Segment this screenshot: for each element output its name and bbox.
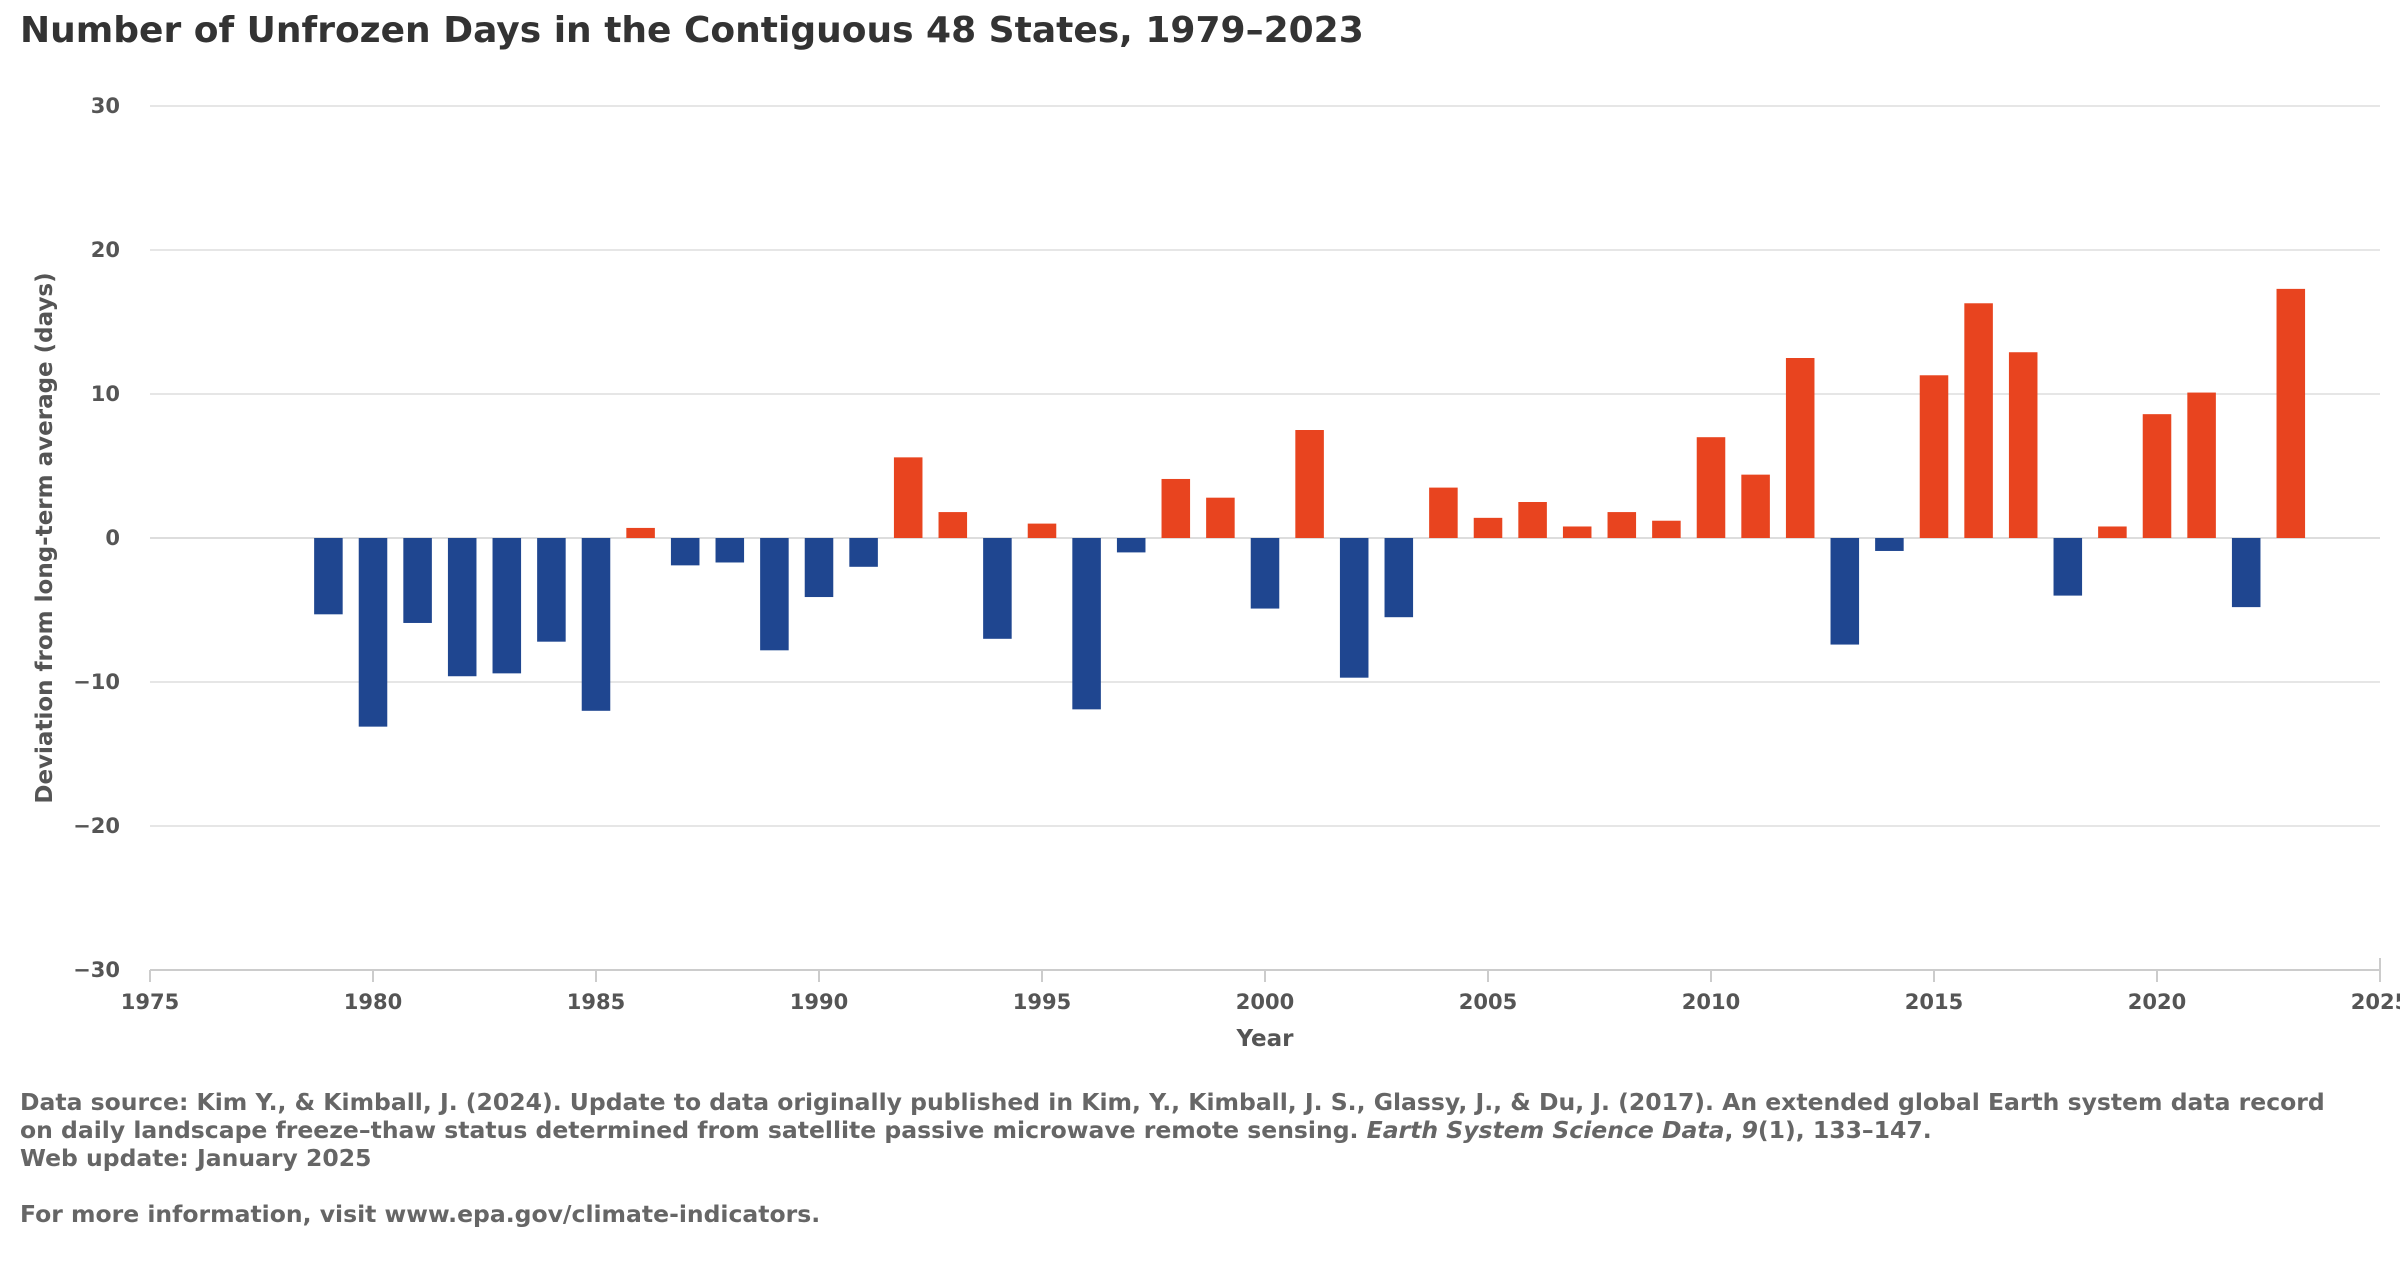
x-tick-label: 1975 xyxy=(121,990,179,1014)
bar-2006[interactable] xyxy=(1518,502,1547,538)
y-axis: 30 20 10 0 −10 −20 −30 xyxy=(73,94,120,982)
bars xyxy=(314,288,2306,727)
bar-1984[interactable] xyxy=(537,538,566,642)
bar-1992[interactable] xyxy=(893,457,923,538)
bar-1994[interactable] xyxy=(983,538,1012,639)
journal-volume: 9 xyxy=(1741,1116,1758,1144)
bar-2010[interactable] xyxy=(1696,437,1726,538)
bar-1999[interactable] xyxy=(1206,497,1235,538)
bar-2022[interactable] xyxy=(2231,538,2261,608)
bar-1983[interactable] xyxy=(492,538,522,674)
bar-2020[interactable] xyxy=(2142,414,2172,538)
bar-1980[interactable] xyxy=(358,538,388,727)
y-tick-label: 20 xyxy=(91,238,120,262)
more-info-link: For more information, visit www.epa.gov/… xyxy=(20,1200,821,1228)
chart-footer: Data source: Kim Y., & Kimball, J. (2024… xyxy=(20,1088,2350,1228)
bar-1998[interactable] xyxy=(1161,478,1191,538)
x-tick-label: 2005 xyxy=(1459,990,1517,1014)
bar-2016[interactable] xyxy=(1964,303,1993,538)
web-update: Web update: January 2025 xyxy=(20,1144,372,1172)
bar-1979[interactable] xyxy=(314,538,343,615)
bar-2004[interactable] xyxy=(1429,487,1458,538)
y-tick-label: −10 xyxy=(73,670,120,694)
bar-1995[interactable] xyxy=(1027,523,1057,538)
bar-2021[interactable] xyxy=(2187,392,2216,538)
x-tick-label: 2020 xyxy=(2128,990,2186,1014)
x-tick-label: 2010 xyxy=(1682,990,1740,1014)
y-tick-label: 10 xyxy=(91,382,120,406)
bar-1986[interactable] xyxy=(626,527,655,538)
chart-title: Number of Unfrozen Days in the Contiguou… xyxy=(20,10,1364,51)
x-tick-label: 1990 xyxy=(790,990,848,1014)
bar-2007[interactable] xyxy=(1562,526,1592,538)
bar-2001[interactable] xyxy=(1295,430,1324,538)
bar-2018[interactable] xyxy=(2053,538,2083,596)
bar-2012[interactable] xyxy=(1785,358,1815,538)
data-source: Data source: Kim Y., & Kimball, J. (2024… xyxy=(20,1088,2325,1144)
bar-1989[interactable] xyxy=(760,538,789,651)
bar-1982[interactable] xyxy=(447,538,477,677)
journal-name: Earth System Science Data xyxy=(1366,1116,1725,1144)
y-axis-title: Deviation from long-term average (days) xyxy=(32,272,58,803)
x-axis: 1975 1980 1985 1990 1995 2000 2005 2010 2015 2020… xyxy=(121,958,2400,1014)
bar-1988[interactable] xyxy=(715,538,745,563)
bar-1997[interactable] xyxy=(1116,538,1146,553)
bar-2013[interactable] xyxy=(1830,538,1860,645)
bar-2005[interactable] xyxy=(1473,517,1503,538)
y-tick-label: 0 xyxy=(105,526,120,550)
bar-2023[interactable] xyxy=(2276,288,2306,538)
bar-1981[interactable] xyxy=(403,538,432,623)
x-axis-title: Year xyxy=(1235,1026,1294,1052)
x-tick-label: 2000 xyxy=(1236,990,1294,1014)
y-tick-label: −30 xyxy=(73,958,120,982)
bar-1985[interactable] xyxy=(581,538,611,711)
x-tick-label: 2025 xyxy=(2351,990,2400,1014)
bar-1991[interactable] xyxy=(849,538,878,567)
bar-2003[interactable] xyxy=(1384,538,1414,618)
bar-1990[interactable] xyxy=(804,538,834,598)
bar-2002[interactable] xyxy=(1339,538,1369,678)
y-tick-label: −20 xyxy=(73,814,120,838)
bar-2011[interactable] xyxy=(1741,474,1770,538)
bar-1996[interactable] xyxy=(1072,538,1101,710)
x-tick-label: 2015 xyxy=(1905,990,1963,1014)
bar-2017[interactable] xyxy=(2008,352,2038,538)
bar-2009[interactable] xyxy=(1652,520,1681,538)
bar-chart: 1975 1980 1985 1990 1995 2000 2005 2010 2015 2020… xyxy=(32,94,2400,1052)
x-tick-label: 1980 xyxy=(344,990,402,1014)
x-tick-label: 1985 xyxy=(567,990,625,1014)
bar-2019[interactable] xyxy=(2098,526,2127,538)
bar-2000[interactable] xyxy=(1250,538,1280,609)
x-tick-label: 1995 xyxy=(1013,990,1071,1014)
y-tick-label: 30 xyxy=(91,94,120,118)
bar-2015[interactable] xyxy=(1919,375,1949,538)
bar-1993[interactable] xyxy=(938,512,968,538)
bar-1987[interactable] xyxy=(670,538,700,566)
bar-2014[interactable] xyxy=(1875,538,1904,551)
bar-2008[interactable] xyxy=(1607,512,1637,538)
